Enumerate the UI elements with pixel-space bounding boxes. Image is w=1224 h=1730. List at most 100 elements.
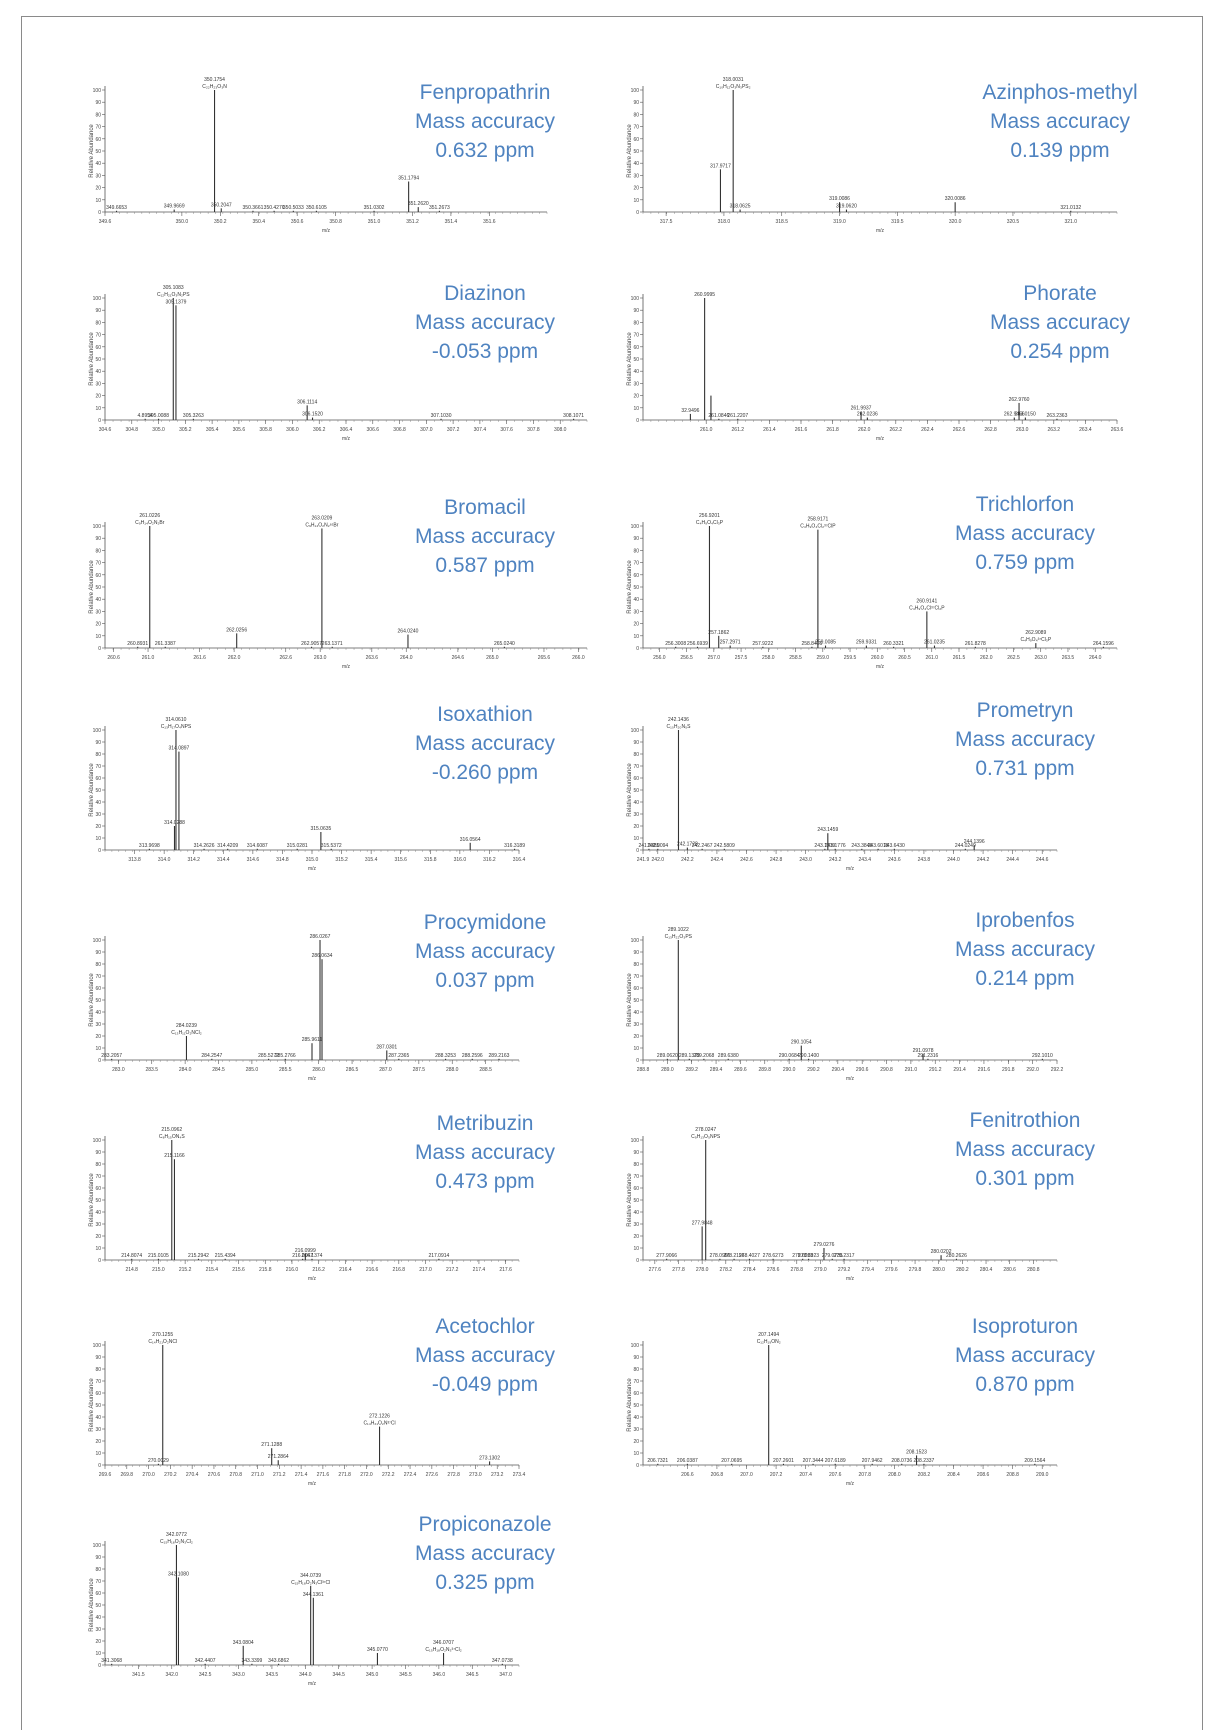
mass-spectrum-chart: Relative Abundance 0 10 20 30 40 50 60 70 80 90 100… bbox=[89, 1332, 525, 1487]
peak-mz-label: 243.1459 bbox=[817, 827, 838, 833]
y-axis-label: Relative Abundance bbox=[627, 973, 633, 1027]
x-tick-label: 290.0 bbox=[783, 1067, 796, 1073]
x-tick-label: 242.4 bbox=[711, 857, 724, 863]
y-tick-label: 50 bbox=[95, 1603, 101, 1609]
peak-formula-label: C₁₂H₂₁O₃N₂PS bbox=[157, 292, 190, 298]
x-tick-label: 350.0 bbox=[176, 219, 189, 225]
peak-mz-label: 345.0770 bbox=[367, 1647, 388, 1653]
peak-mz-label: 215.0105 bbox=[148, 1253, 169, 1259]
x-tick-label: 315.0 bbox=[306, 857, 319, 863]
y-tick-label: 100 bbox=[93, 938, 102, 944]
peak-mz-label: 314.0288 bbox=[164, 820, 185, 826]
peak-mz-label: 342.4407 bbox=[195, 1658, 216, 1664]
y-tick-label: 30 bbox=[95, 1022, 101, 1028]
x-axis-label: m/z bbox=[846, 866, 855, 872]
peak-mz-label: 260.8931 bbox=[127, 641, 148, 647]
x-tick-label: 350.4 bbox=[252, 219, 265, 225]
x-tick-label: 304.6 bbox=[99, 427, 112, 433]
y-tick-label: 50 bbox=[633, 357, 639, 363]
x-axis-label: m/z bbox=[876, 228, 885, 234]
peak-mz-label: 289.1379 bbox=[679, 1053, 700, 1059]
x-tick-label: 342.0 bbox=[166, 1672, 179, 1678]
peak-formula-label: C₄H₉O₄³⁷Cl₃P bbox=[1020, 637, 1051, 643]
y-axis-label: Relative Abundance bbox=[627, 332, 633, 386]
peak-mz-label: 308.1071 bbox=[563, 413, 584, 419]
x-tick-label: 207.2 bbox=[770, 1472, 783, 1478]
y-tick-label: 0 bbox=[98, 1058, 101, 1064]
y-axis-label: Relative Abundance bbox=[89, 124, 95, 178]
peak-mz-label: 262.0236 bbox=[857, 412, 878, 418]
y-tick-label: 70 bbox=[95, 333, 101, 339]
x-tick-label: 283.0 bbox=[112, 1067, 125, 1073]
peak-mz-label: 321.0132 bbox=[1060, 205, 1081, 211]
mass-spectrum-chart: Relative Abundance 0 10 20 30 40 50 60 70 80 90 100… bbox=[89, 1532, 520, 1687]
x-tick-label: 278.4 bbox=[743, 1267, 756, 1273]
peak-mz-label: 217.0914 bbox=[428, 1253, 449, 1259]
y-axis-label: Relative Abundance bbox=[89, 1578, 95, 1632]
y-tick-label: 40 bbox=[95, 1210, 101, 1216]
x-tick-label: 243.8 bbox=[918, 857, 931, 863]
peak-formula-label: C₁₅H₁₈O₂N₃Cl₂ bbox=[160, 1539, 193, 1545]
accuracy-label: Mass accuracy bbox=[954, 522, 1096, 545]
y-tick-label: 100 bbox=[631, 524, 640, 530]
x-axis-label: m/z bbox=[342, 436, 351, 442]
x-tick-label: 316.0 bbox=[454, 857, 467, 863]
accuracy-value: 0.037 ppm bbox=[435, 969, 535, 992]
x-tick-label: 287.0 bbox=[379, 1067, 392, 1073]
x-tick-label: 350.8 bbox=[329, 219, 342, 225]
x-tick-label: 307.6 bbox=[500, 427, 513, 433]
accuracy-value: 0.254 ppm bbox=[1010, 340, 1110, 363]
peak-mz-label: 258.8416 bbox=[801, 641, 822, 647]
compound-name: Azinphos-methyl bbox=[982, 81, 1138, 104]
x-tick-label: 269.6 bbox=[99, 1472, 112, 1478]
x-tick-label: 257.5 bbox=[735, 655, 748, 661]
y-tick-label: 30 bbox=[633, 381, 639, 387]
accuracy-value: 0.301 ppm bbox=[975, 1167, 1075, 1190]
x-tick-label: 341.5 bbox=[132, 1672, 145, 1678]
x-tick-label: 314.8 bbox=[276, 857, 289, 863]
y-tick-label: 20 bbox=[633, 1234, 639, 1240]
compound-name: Propiconazole bbox=[418, 1513, 552, 1536]
peak-mz-label: 262.9760 bbox=[1009, 397, 1030, 403]
y-tick-label: 10 bbox=[95, 1246, 101, 1252]
x-tick-label: 208.0 bbox=[888, 1472, 901, 1478]
compound-name: Isoxathion bbox=[437, 703, 533, 726]
x-tick-label: 217.2 bbox=[446, 1267, 459, 1273]
y-tick-label: 100 bbox=[93, 1138, 102, 1144]
peak-mz-label: 272.1226 bbox=[369, 1414, 390, 1420]
y-tick-label: 70 bbox=[95, 1579, 101, 1585]
peak-mz-label: 289.2163 bbox=[489, 1053, 510, 1059]
peak-mz-label: 256.6939 bbox=[687, 641, 708, 647]
y-tick-label: 90 bbox=[95, 1150, 101, 1156]
x-tick-label: 343.0 bbox=[232, 1672, 245, 1678]
x-tick-label: 279.4 bbox=[861, 1267, 874, 1273]
accuracy-value: -0.260 ppm bbox=[431, 761, 539, 784]
y-tick-label: 0 bbox=[98, 1463, 101, 1469]
peak-mz-label: 278.8923 bbox=[798, 1253, 819, 1259]
x-tick-label: 290.6 bbox=[856, 1067, 869, 1073]
y-tick-label: 50 bbox=[633, 585, 639, 591]
y-axis-label: Relative Abundance bbox=[89, 763, 95, 817]
x-tick-label: 262.5 bbox=[1007, 655, 1020, 661]
peak-mz-label: 259.9331 bbox=[856, 640, 877, 646]
peak-mz-label: 316.0564 bbox=[460, 837, 481, 843]
x-tick-label: 242.8 bbox=[770, 857, 783, 863]
x-tick-label: 261.2 bbox=[732, 427, 745, 433]
x-tick-label: 257.0 bbox=[708, 655, 721, 661]
x-tick-label: 263.0 bbox=[1034, 655, 1047, 661]
peak-mz-label: 278.6203 bbox=[792, 1253, 813, 1259]
peak-mz-label: 214.8074 bbox=[121, 1253, 142, 1259]
compound-caption: Fenpropathrin Mass accuracy 0.632 ppm bbox=[375, 78, 595, 165]
x-tick-label: 259.5 bbox=[844, 655, 857, 661]
x-tick-label: 215.8 bbox=[259, 1267, 272, 1273]
y-tick-label: 70 bbox=[95, 1379, 101, 1385]
peak-mz-label: 207.3444 bbox=[803, 1458, 824, 1464]
y-tick-label: 0 bbox=[636, 418, 639, 424]
x-tick-label: 272.0 bbox=[360, 1472, 373, 1478]
y-tick-label: 80 bbox=[95, 548, 101, 554]
peak-mz-label: 285.9611 bbox=[302, 1037, 323, 1043]
peak-mz-label: 256.9201 bbox=[699, 513, 720, 519]
x-tick-label: 208.4 bbox=[947, 1472, 960, 1478]
x-tick-label: 262.6 bbox=[279, 655, 292, 661]
x-tick-label: 289.8 bbox=[759, 1067, 772, 1073]
